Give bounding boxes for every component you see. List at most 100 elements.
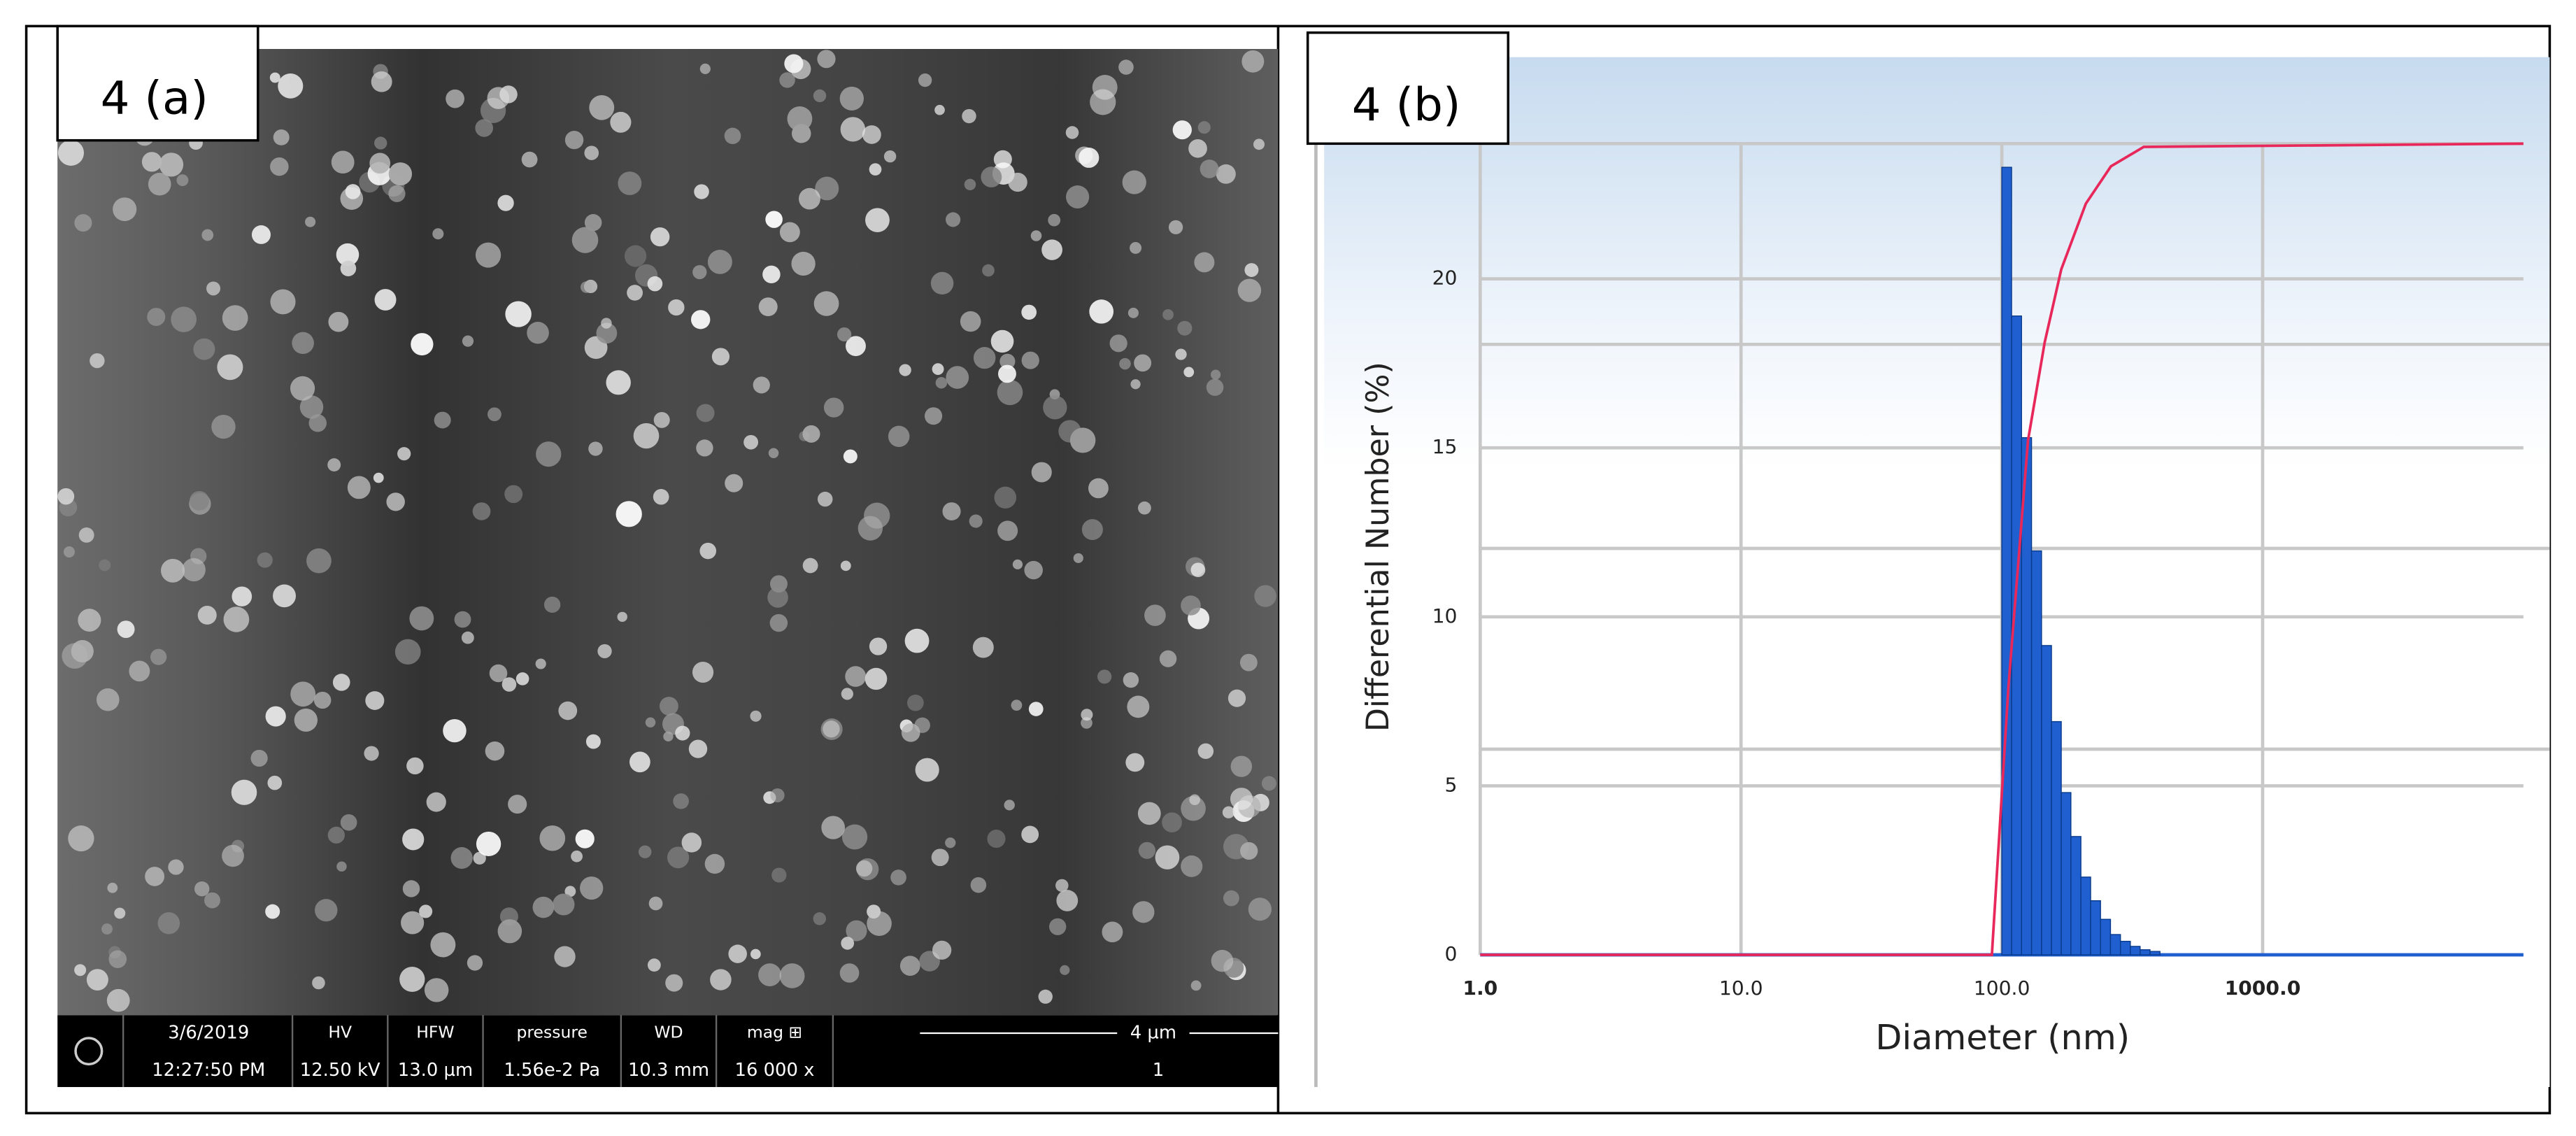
particle <box>869 637 888 655</box>
particle <box>930 271 954 295</box>
particle <box>485 741 505 761</box>
particle <box>638 845 652 858</box>
particle <box>1200 159 1219 178</box>
particle <box>1130 379 1141 390</box>
particle <box>1088 478 1109 499</box>
particle <box>74 964 87 977</box>
particle <box>454 611 471 628</box>
particle <box>1118 59 1134 75</box>
particle <box>147 308 166 326</box>
particle <box>1011 700 1023 711</box>
particle <box>411 333 434 356</box>
particle <box>402 828 425 851</box>
particle <box>78 527 94 543</box>
particle <box>743 434 759 450</box>
particle <box>841 688 853 700</box>
particle <box>473 851 486 865</box>
info-value: 10.3 mm <box>628 1060 709 1081</box>
particle <box>990 329 1014 353</box>
particle <box>315 899 338 922</box>
particle <box>960 311 981 332</box>
particle <box>499 85 518 104</box>
particle <box>945 837 956 849</box>
bar <box>2001 166 2012 956</box>
particle <box>505 301 532 327</box>
info-bar-bg <box>57 1015 1279 1087</box>
particle <box>645 717 656 727</box>
particle <box>1197 743 1214 760</box>
particle <box>688 739 708 758</box>
particle <box>99 559 111 571</box>
particle <box>141 152 162 172</box>
particle <box>768 448 779 458</box>
particle <box>217 354 243 381</box>
particle <box>168 859 184 875</box>
particle <box>331 150 355 174</box>
particle <box>784 54 804 73</box>
particle <box>1021 825 1039 844</box>
particle <box>554 946 576 967</box>
panel-label-box <box>1306 31 1510 145</box>
particle <box>1172 120 1192 140</box>
particle <box>675 725 690 741</box>
particle <box>564 886 576 897</box>
particle <box>1031 462 1052 483</box>
particle <box>837 327 852 342</box>
info-time: 12:27:50 PM <box>152 1060 265 1081</box>
particle <box>617 611 627 622</box>
particle <box>539 825 566 851</box>
particle <box>841 937 855 950</box>
particle <box>1049 918 1067 935</box>
particle <box>472 502 491 520</box>
particle <box>365 691 385 710</box>
particle <box>758 963 782 986</box>
particle <box>1239 653 1258 672</box>
particle <box>1048 213 1061 227</box>
particle <box>946 366 969 389</box>
particle <box>306 548 332 574</box>
info-date: 3/6/2019 <box>168 1023 249 1044</box>
particle <box>521 151 538 168</box>
particle <box>1043 395 1067 420</box>
particle <box>267 775 283 790</box>
particle <box>606 370 631 395</box>
particle <box>1210 369 1221 380</box>
particle <box>290 376 315 401</box>
particle <box>823 720 840 738</box>
particle <box>107 882 118 893</box>
particle <box>443 718 467 743</box>
particle <box>973 347 996 369</box>
particle <box>999 353 1016 369</box>
particle <box>401 911 425 935</box>
particle <box>725 474 743 492</box>
particle <box>1159 650 1177 667</box>
particle <box>1055 879 1069 893</box>
particle <box>906 694 924 711</box>
particle <box>499 907 518 926</box>
particle <box>129 660 150 682</box>
particle <box>869 163 882 176</box>
particle <box>78 609 101 632</box>
particle <box>769 613 788 632</box>
y-tick-label: 10 <box>1432 604 1458 627</box>
particle <box>597 644 612 659</box>
particle <box>204 892 220 909</box>
particle <box>1223 890 1239 907</box>
particle <box>769 575 788 593</box>
particle <box>1216 164 1236 184</box>
particle <box>211 414 236 439</box>
particle <box>787 106 813 132</box>
particle <box>1206 378 1224 396</box>
particle <box>1227 689 1246 707</box>
particle <box>1222 806 1235 818</box>
particle <box>1230 788 1253 810</box>
particle <box>1109 334 1127 353</box>
particle <box>508 795 527 814</box>
particle <box>497 919 522 944</box>
particle <box>57 140 84 166</box>
particle <box>159 152 184 177</box>
particle <box>294 708 318 732</box>
particle <box>1021 351 1039 369</box>
particle <box>68 825 94 852</box>
particle <box>779 72 795 88</box>
